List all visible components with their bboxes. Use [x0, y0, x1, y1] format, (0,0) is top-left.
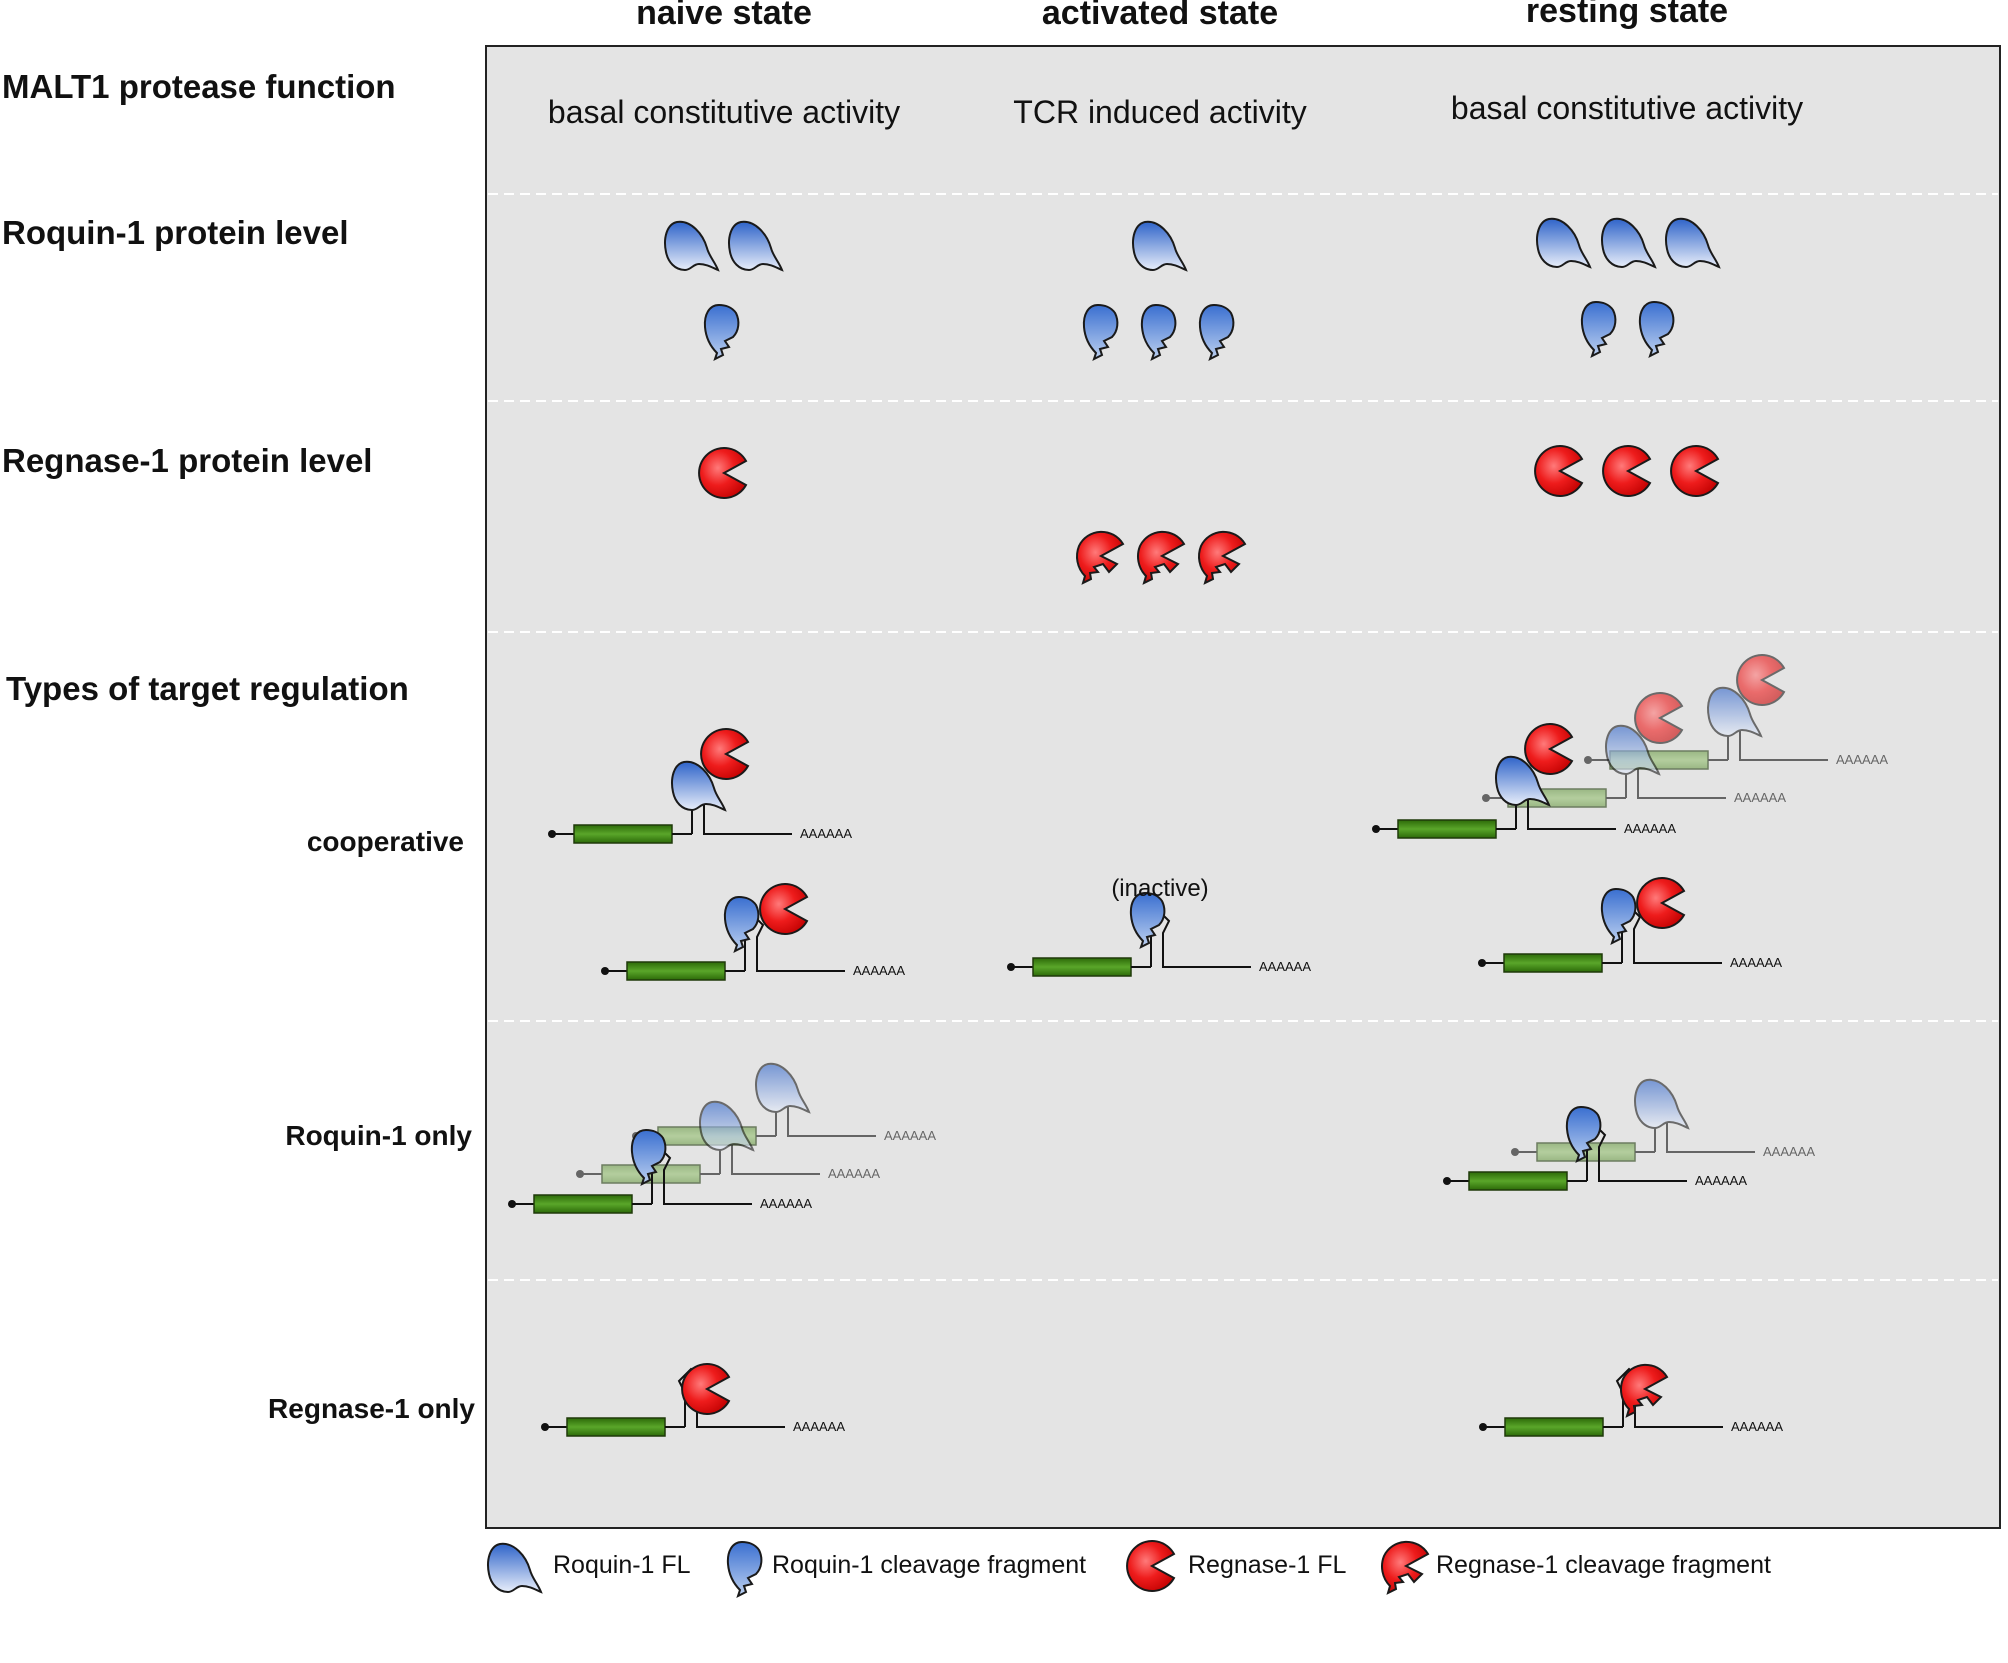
- legend-roquin-fragment-icon: [726, 1541, 763, 1597]
- coding-region: [1468, 1171, 1568, 1191]
- polya-tail: AAAAAA: [1734, 790, 1786, 805]
- activity-activated: TCR induced activity: [1013, 94, 1307, 130]
- polya-tail: AAAAAA: [1731, 1419, 1783, 1434]
- coding-region: [1504, 1417, 1604, 1437]
- mrna-construct: AAAAAA: [1372, 723, 1676, 839]
- row-label-malt1: MALT1 protease function: [2, 68, 396, 105]
- legend-roquin-fl-icon: [487, 1542, 542, 1593]
- mrna-construct: AAAAAA: [508, 1129, 812, 1214]
- coding-region: [1397, 819, 1497, 839]
- legend-regnase-fl-icon: [1126, 1540, 1175, 1592]
- coding-region: [533, 1194, 633, 1214]
- activity-naive: basal constitutive activity: [547, 94, 901, 130]
- legend-roquin-fl-label: Roquin-1 FL: [553, 1551, 691, 1579]
- polya-tail: AAAAAA: [1763, 1144, 1815, 1159]
- polya-tail: AAAAAA: [1836, 752, 1888, 767]
- polya-tail: AAAAAA: [884, 1128, 936, 1143]
- mrna-construct: AAAAAA: [1478, 877, 1782, 973]
- mrna-constructs: AAAAAA AAAAAA AAAAAA AAAAAA AAAAAA AAAAAA AAAA…: [508, 654, 1888, 1437]
- mrna-construct: AAAAAA: [541, 1363, 845, 1437]
- sublabel-roquin-only: Roquin-1 only: [285, 1120, 472, 1151]
- row-label-types: Types of target regulation: [6, 670, 409, 707]
- legend-regnase-fragment-icon: [1381, 1540, 1429, 1594]
- coding-region: [1503, 953, 1603, 973]
- mrna-construct: AAAAAA: [1443, 1106, 1747, 1191]
- mrna-construct: AAAAAA: [1007, 892, 1311, 977]
- mrna-construct: AAAAAA: [548, 728, 852, 844]
- column-header-naive: naive state: [636, 0, 812, 32]
- legend-regnase-fl-label: Regnase-1 FL: [1188, 1551, 1347, 1579]
- polya-tail: AAAAAA: [760, 1196, 812, 1211]
- sublabel-regnase-only: Regnase-1 only: [268, 1393, 475, 1424]
- coding-region: [626, 961, 726, 981]
- coding-region: [566, 1417, 666, 1437]
- row-label-roquin: Roquin-1 protein level: [2, 214, 349, 251]
- legend-regnase-fragment-label: Regnase-1 cleavage fragment: [1436, 1551, 1771, 1579]
- activity-resting: basal constitutive activity: [1450, 90, 1804, 126]
- polya-tail: AAAAAA: [1730, 955, 1782, 970]
- row-label-regnase: Regnase-1 protein level: [2, 442, 373, 479]
- inactive-note: (inactive): [1111, 875, 1209, 902]
- polya-tail: AAAAAA: [853, 963, 905, 978]
- legend-roquin-fragment-label: Roquin-1 cleavage fragment: [772, 1551, 1087, 1579]
- column-header-resting: resting state: [1525, 0, 1729, 30]
- sublabel-cooperative: cooperative: [306, 826, 464, 857]
- polya-tail: AAAAAA: [828, 1166, 880, 1181]
- polya-tail: AAAAAA: [1624, 821, 1676, 836]
- polya-tail: AAAAAA: [1259, 959, 1311, 974]
- column-header-activated: activated state: [1041, 0, 1279, 32]
- mrna-construct: AAAAAA: [1479, 1363, 1783, 1437]
- polya-tail: AAAAAA: [793, 1419, 845, 1434]
- coding-region: [573, 824, 673, 844]
- polya-tail: AAAAAA: [800, 826, 852, 841]
- row-separators: [488, 193, 1998, 1281]
- coding-region: [1032, 957, 1132, 977]
- polya-tail: AAAAAA: [1695, 1173, 1747, 1188]
- mrna-construct: AAAAAA: [601, 883, 905, 981]
